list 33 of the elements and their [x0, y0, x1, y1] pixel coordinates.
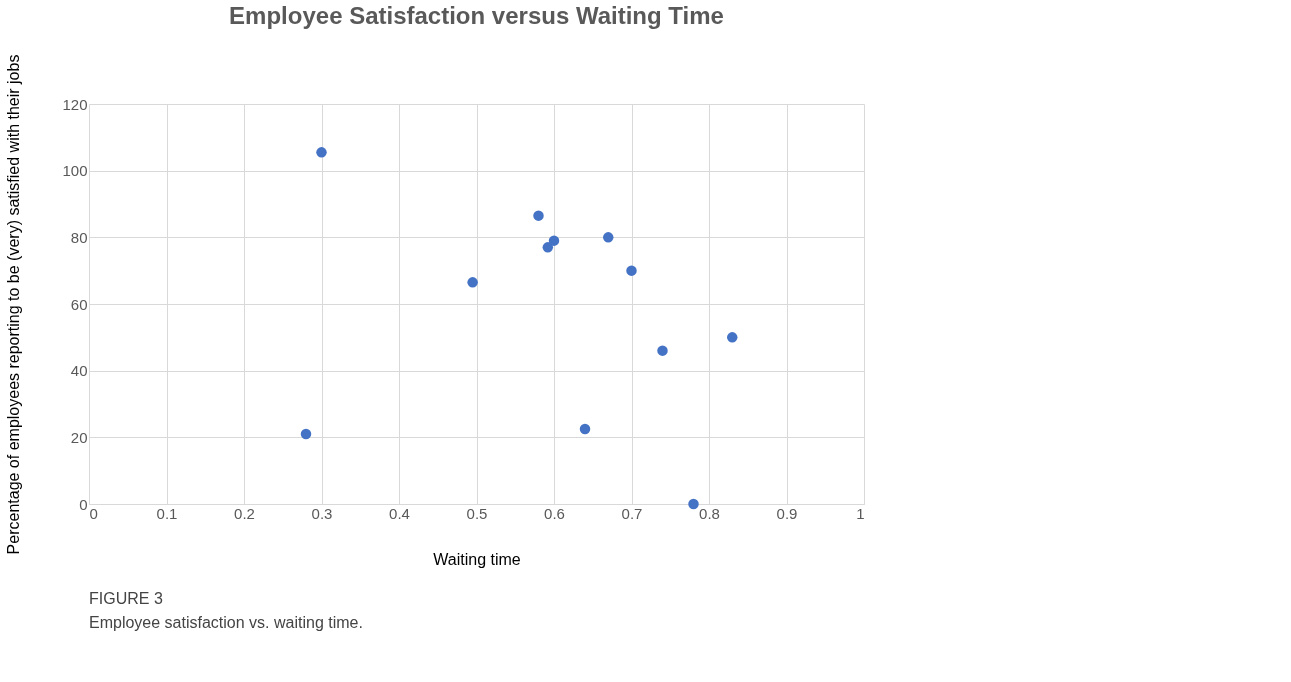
point — [316, 147, 327, 158]
point — [300, 428, 312, 440]
point — [548, 235, 560, 246]
point — [657, 345, 668, 356]
x-axis-title: Waiting time — [433, 550, 521, 568]
x-tick-label: 1 — [856, 504, 865, 522]
y-tick-label: 40 — [70, 362, 88, 380]
y-tick-label: 20 — [70, 428, 88, 446]
x-tick-label: 0.8 — [699, 504, 720, 522]
y-tick-label: 120 — [62, 95, 88, 113]
chart-title: Employee Satisfaction versus Waiting Time — [229, 2, 724, 30]
x-tick-label: 0.9 — [776, 504, 798, 522]
point — [533, 210, 544, 221]
x-tick-label: 0.3 — [311, 504, 333, 522]
point — [579, 423, 591, 435]
x-tick-label: 0.5 — [466, 504, 488, 522]
y-axis-title: Percentage of employees reporting to be (very) satisfied with their jobs — [5, 54, 23, 555]
y-tick-label: 80 — [70, 228, 88, 246]
y-tick-label: 100 — [62, 162, 88, 180]
caption: FIGURE 3 — [89, 590, 163, 607]
x-tick-label: 0.2 — [234, 504, 255, 522]
point — [626, 265, 637, 276]
x-tick-label: 0.7 — [621, 504, 643, 522]
x-tick-label: 0.1 — [156, 504, 178, 522]
x-tick-label: 0.4 — [389, 504, 410, 522]
y-tick-label: 60 — [70, 295, 88, 313]
point — [603, 232, 614, 243]
x-tick-label: 0.6 — [544, 504, 565, 522]
point — [688, 498, 699, 510]
point — [467, 277, 478, 288]
text: Employee satisfaction vs. waiting time. — [89, 614, 363, 631]
point — [542, 242, 554, 253]
point — [727, 332, 738, 343]
